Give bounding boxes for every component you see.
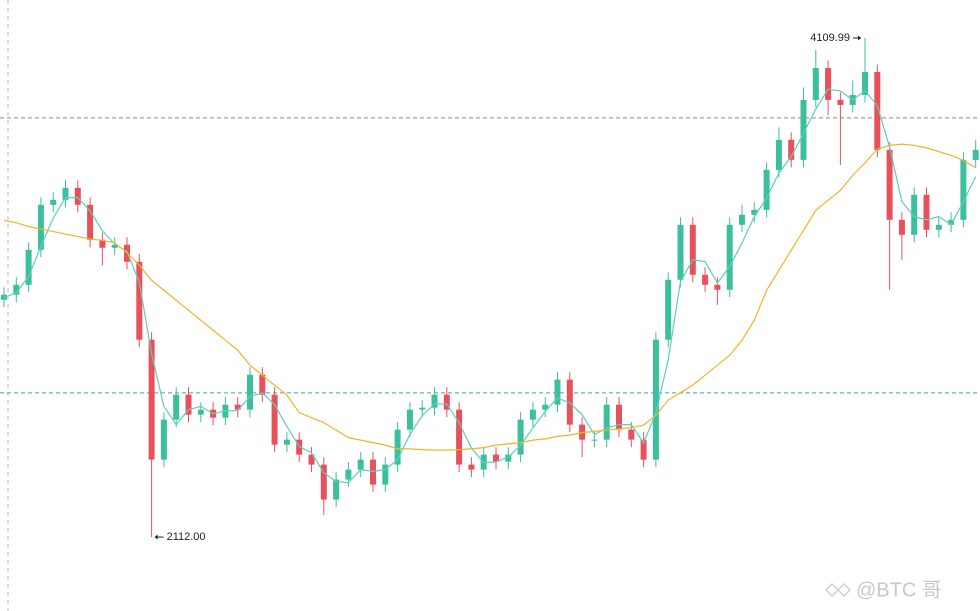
candle-body <box>296 439 303 455</box>
candle-body <box>382 464 389 485</box>
candle-body <box>517 419 524 455</box>
candle-body <box>197 409 204 415</box>
candle-body <box>419 407 426 410</box>
candle-body <box>259 374 266 395</box>
candle-body <box>677 224 684 280</box>
candle-body <box>825 67 832 100</box>
label-arrow-head <box>858 35 861 41</box>
candle-body <box>862 71 868 95</box>
candle-body <box>739 214 745 225</box>
candle-body <box>25 249 32 285</box>
candle-body <box>505 454 512 462</box>
candle-body <box>652 339 659 460</box>
candle-body <box>542 404 549 410</box>
candle-body <box>751 209 758 215</box>
candle-body <box>689 224 696 275</box>
candle-body <box>665 279 672 340</box>
candle-body <box>812 67 819 100</box>
candle-body <box>529 409 536 420</box>
candle-body <box>431 394 438 408</box>
candle-body <box>935 224 942 230</box>
candle-body <box>456 409 463 465</box>
candle-body <box>628 429 635 440</box>
candle-body <box>160 419 167 460</box>
watermark: @BTC 哥 <box>856 579 942 601</box>
candle-body <box>468 464 475 470</box>
candle-body <box>185 394 192 415</box>
candle-body <box>837 99 844 105</box>
candle-body <box>874 71 881 150</box>
watermark-logo <box>824 582 852 598</box>
candle-body <box>234 404 241 410</box>
candle-body <box>271 394 278 445</box>
candle-body <box>566 379 573 425</box>
candle-body <box>136 261 143 340</box>
candle-body <box>37 204 44 250</box>
candle-body <box>99 239 106 248</box>
candle-body <box>702 274 709 285</box>
candle-body <box>960 159 967 220</box>
candle-body <box>788 139 795 160</box>
candle-body <box>87 204 94 240</box>
candle-body <box>308 454 315 465</box>
high-label: 4109.99 <box>810 32 850 44</box>
candle-body <box>726 224 733 290</box>
candle-body <box>443 394 450 410</box>
candle-body <box>50 199 57 205</box>
low-label: 2112.00 <box>167 531 206 543</box>
ma-line <box>3 143 977 451</box>
candle-body <box>911 194 918 235</box>
candle-body <box>923 194 930 230</box>
candle-body <box>320 464 327 500</box>
candle-body <box>948 219 955 225</box>
candle-body <box>640 439 647 460</box>
candle-body <box>898 219 905 235</box>
candle-body <box>62 187 69 200</box>
candle-body <box>406 409 413 430</box>
candle-body <box>173 394 180 420</box>
candle-body <box>74 187 81 205</box>
candle-body <box>148 339 155 460</box>
candle-body <box>247 374 253 410</box>
candle-body <box>972 149 979 160</box>
candle-body <box>333 479 340 500</box>
candle-body <box>357 459 364 470</box>
candle-body <box>345 469 352 480</box>
candle-body <box>111 244 118 248</box>
ma-line <box>3 88 977 484</box>
candle-body <box>775 139 782 170</box>
candle-body <box>616 404 622 430</box>
candle-body <box>603 404 610 440</box>
label-arrow-head <box>154 534 158 540</box>
candle-body <box>493 454 499 462</box>
candle-body <box>554 379 561 405</box>
candle-body <box>763 169 770 210</box>
candle-body <box>370 459 376 485</box>
candle-body <box>886 149 893 220</box>
candle-body <box>714 284 721 290</box>
candle-body <box>591 439 598 441</box>
candle-body <box>283 439 290 445</box>
candle-body <box>13 284 20 295</box>
candle-body <box>394 429 401 465</box>
candle-body <box>800 99 807 160</box>
